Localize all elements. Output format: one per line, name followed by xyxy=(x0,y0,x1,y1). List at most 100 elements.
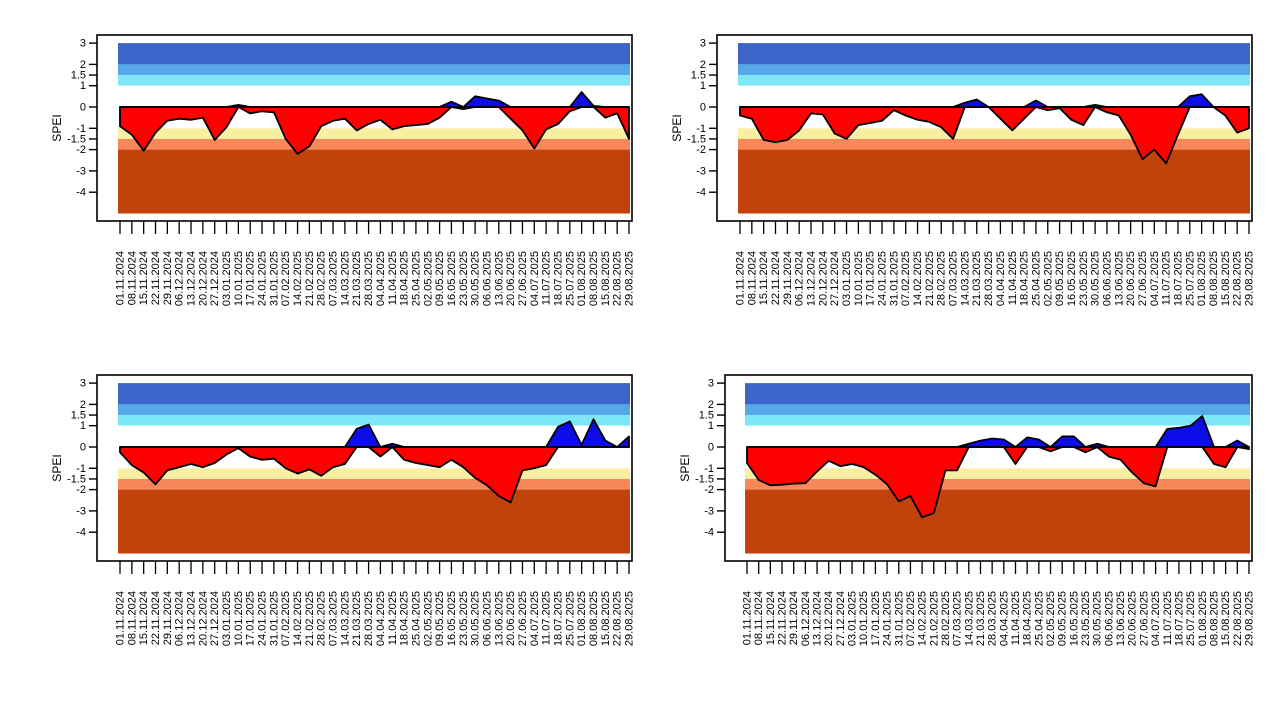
y-axis: 3 21.51 0 -1-1.5-2 -3 -4 xyxy=(67,378,97,539)
x-tick-label: 10.01.2025 xyxy=(858,591,870,646)
x-tick-label: 27.12.2024 xyxy=(829,251,841,306)
x-tick-label: 27.12.2024 xyxy=(209,251,221,306)
x-tick-label: 21.02.2025 xyxy=(928,591,940,646)
x-tick-label: 29.08.2025 xyxy=(1243,251,1255,306)
band-rect xyxy=(118,489,630,554)
x-tick-label: 06.06.2025 xyxy=(481,591,493,646)
x-tick-label: 13.12.2024 xyxy=(812,591,824,646)
series-area-positive xyxy=(119,418,630,448)
x-tick-label: 01.08.2025 xyxy=(576,591,588,646)
series-area-positive xyxy=(119,91,630,108)
band-rect xyxy=(738,43,1250,65)
x-tick-label: 15.11.2024 xyxy=(138,591,150,645)
x-tick-label: 10.01.2025 xyxy=(853,251,865,306)
x-tick-label: 18.04.2025 xyxy=(1022,591,1034,646)
y-tick-label: 1.5 xyxy=(71,410,86,422)
x-tick-label: 04.07.2025 xyxy=(529,591,541,646)
x-tick-label: 28.03.2025 xyxy=(363,591,375,646)
x-tick-label: 30.05.2025 xyxy=(470,591,482,646)
x-tick-label: 11.04.2025 xyxy=(1010,591,1022,645)
x-tick-label: 29.08.2025 xyxy=(623,591,635,646)
y-tick-label: 3 xyxy=(80,38,86,50)
x-tick-label: 22.08.2025 xyxy=(1232,591,1244,646)
x-tick-label: 06.12.2024 xyxy=(794,251,806,306)
x-tick-label: 06.12.2024 xyxy=(174,591,186,646)
x-tick-label: 13.06.2025 xyxy=(493,591,505,646)
y-tick-label: 1.5 xyxy=(699,410,714,422)
x-tick-label: 21.02.2025 xyxy=(924,251,936,306)
x-tick-label: 08.11.2024 xyxy=(746,251,758,305)
x-tick-label: 21.03.2025 xyxy=(351,251,363,306)
x-tick-label: 28.03.2025 xyxy=(363,251,375,306)
x-tick-label: 29.08.2025 xyxy=(623,251,635,306)
x-tick-label: 17.01.2025 xyxy=(245,251,257,306)
x-tick-label: 21.03.2025 xyxy=(351,591,363,646)
x-tick-label: 24.01.2025 xyxy=(257,251,269,306)
y-tick-label: 1 xyxy=(80,420,86,432)
x-tick-label: 23.05.2025 xyxy=(458,251,470,306)
x-tick-label: 17.01.2025 xyxy=(865,251,877,306)
y-tick-label: -2 xyxy=(696,144,706,156)
x-tick-label: 11.07.2025 xyxy=(541,591,553,645)
y-tick-label: -4 xyxy=(704,527,714,539)
y-tick-label: 0 xyxy=(80,442,86,454)
x-tick-label: 15.11.2024 xyxy=(765,591,777,645)
x-tick-label: 30.05.2025 xyxy=(470,251,482,306)
classification-bands xyxy=(118,43,630,214)
x-tick-label: 30.05.2025 xyxy=(1092,591,1104,646)
x-tick-label: 28.02.2025 xyxy=(940,591,952,646)
x-tick-label: 27.06.2025 xyxy=(1138,591,1150,646)
x-tick-label: 29.11.2024 xyxy=(788,591,800,645)
band-rect xyxy=(118,149,630,214)
series-area-negative xyxy=(119,446,630,504)
x-tick-label: 31.01.2025 xyxy=(893,591,905,646)
y-tick-label: -1 xyxy=(76,463,86,475)
x-tick-label: 16.05.2025 xyxy=(446,251,458,306)
y-tick-label: -1.5 xyxy=(67,133,86,145)
x-tick-label: 22.11.2024 xyxy=(770,251,782,305)
x-tick-label: 22.08.2025 xyxy=(612,251,624,306)
classification-bands xyxy=(118,383,630,554)
y-tick-label: -3 xyxy=(696,165,706,177)
x-tick-label: 09.05.2025 xyxy=(1054,251,1066,306)
x-tick-label: 03.01.2025 xyxy=(847,591,859,646)
x-tick-label: 22.08.2025 xyxy=(612,591,624,646)
x-tick-label: 13.06.2025 xyxy=(493,251,505,306)
x-tick-label: 11.07.2025 xyxy=(541,251,553,305)
x-tick-label: 02.05.2025 xyxy=(1042,251,1054,306)
x-axis: 01.11.2024 08.11.2024 15.11.2024 22.11.2024… xyxy=(115,561,635,646)
x-tick-label: 01.11.2024 xyxy=(115,591,127,645)
y-tick-label: -1.5 xyxy=(67,473,86,485)
band-rect xyxy=(118,75,630,86)
x-tick-label: 07.02.2025 xyxy=(905,591,917,646)
y-tick-label: -2 xyxy=(76,484,86,496)
y-tick-label: 1 xyxy=(708,420,714,432)
y-axis-title: SPEI xyxy=(670,114,684,141)
y-tick-label: 1 xyxy=(80,80,86,92)
x-tick-label: 04.07.2025 xyxy=(529,251,541,306)
x-tick-label: 28.02.2025 xyxy=(316,591,328,646)
x-tick-label: 25.07.2025 xyxy=(1184,251,1196,306)
band-rect xyxy=(745,489,1250,554)
x-tick-label: 13.12.2024 xyxy=(806,251,818,306)
x-tick-label: 11.04.2025 xyxy=(387,251,399,305)
x-tick-label: 08.08.2025 xyxy=(588,251,600,306)
y-tick-label: -1.5 xyxy=(687,133,706,145)
x-tick-label: 21.03.2025 xyxy=(971,251,983,306)
band-rect xyxy=(745,415,1250,426)
band-rect xyxy=(745,383,1250,405)
band-rect xyxy=(745,468,1250,479)
y-tick-label: 3 xyxy=(80,378,86,390)
y-tick-label: 2 xyxy=(700,59,706,71)
x-tick-label: 07.02.2025 xyxy=(280,251,292,306)
x-tick-label: 21.03.2025 xyxy=(975,591,987,646)
x-tick-label: 06.12.2024 xyxy=(800,591,812,646)
x-tick-label: 31.01.2025 xyxy=(268,591,280,646)
x-tick-label: 14.02.2025 xyxy=(912,251,924,306)
x-tick-label: 23.05.2025 xyxy=(458,591,470,646)
x-tick-label: 24.01.2025 xyxy=(877,251,889,306)
x-tick-label: 01.08.2025 xyxy=(1196,251,1208,306)
x-tick-label: 24.01.2025 xyxy=(257,591,269,646)
y-tick-label: -2 xyxy=(76,144,86,156)
x-tick-label: 07.03.2025 xyxy=(328,251,340,306)
